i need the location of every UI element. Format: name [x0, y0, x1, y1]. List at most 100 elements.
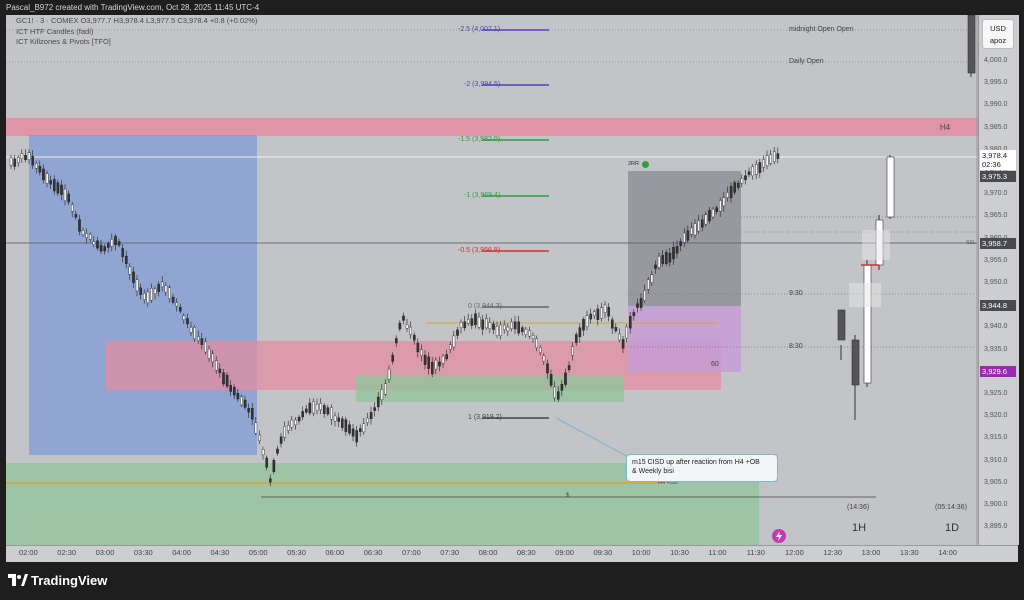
candle-body	[661, 255, 664, 264]
candle-body	[643, 290, 646, 301]
candle-body	[474, 313, 477, 326]
candle-body	[168, 287, 171, 299]
timeframe-1d-label[interactable]: 1D	[945, 522, 960, 534]
time-tick: 06:00	[325, 548, 345, 557]
candle-body	[128, 266, 132, 275]
candle-body	[319, 403, 323, 410]
candle-body	[189, 327, 193, 333]
timeframe-1h-label[interactable]: 1H	[852, 522, 867, 534]
candle-body	[96, 240, 99, 249]
time-tick: 03:30	[133, 548, 153, 557]
chart-area[interactable]: GC1! · 3 · COMEX O3,977.7 H3,978.4 L3,97…	[6, 15, 978, 545]
time-tick: 02:30	[57, 548, 77, 557]
candle-body	[575, 334, 578, 344]
indicator-legend-1[interactable]: ICT HTF Candles (fadi)	[16, 27, 94, 36]
fib-label-1: 1 (3,919.2)	[468, 414, 502, 421]
candle-body	[294, 419, 297, 426]
candle-body	[359, 428, 362, 432]
candle-body	[135, 279, 139, 292]
annotation-callout[interactable]: m15 CISD up after reaction from H4 +OB &…	[626, 454, 778, 482]
htf-candle-body	[967, 15, 976, 74]
annotation-line-1: m15 CISD up after reaction from H4 +OB	[632, 459, 760, 466]
candle-body	[70, 204, 74, 212]
price-axis[interactable]	[978, 15, 1019, 545]
time-tick: 05:30	[287, 548, 306, 557]
time-tick: 11:00	[708, 548, 727, 557]
candle-body	[153, 288, 157, 294]
htf-candles	[837, 15, 976, 420]
candle-body	[269, 478, 272, 483]
time-tick: 13:30	[899, 548, 919, 557]
candle-body	[49, 180, 52, 185]
price-tick: 3,940.0	[984, 323, 1008, 331]
tradingview-brand[interactable]: TradingView	[31, 573, 108, 588]
candle-body	[452, 335, 456, 348]
candle-body	[27, 152, 31, 160]
chart-canvas[interactable]	[6, 15, 978, 545]
candle-body	[150, 288, 153, 301]
candle-body	[560, 384, 564, 391]
rr-label: 2RR	[628, 161, 640, 167]
candle-body	[751, 166, 754, 177]
candle-body	[747, 171, 751, 175]
candle-body	[175, 302, 179, 307]
candle-body	[459, 322, 463, 328]
candle-body	[222, 372, 225, 385]
indicator-legend-2[interactable]: ICT Killzones & Pivots [TFO]	[16, 37, 111, 46]
candle-body	[549, 374, 553, 386]
candle-body	[657, 256, 661, 268]
dollar-label: $	[566, 493, 570, 499]
candle-body	[668, 252, 672, 263]
candle-body	[744, 175, 747, 181]
price-tick: 4,000.0	[984, 57, 1008, 64]
candle-body	[193, 327, 197, 340]
candle-body	[726, 192, 729, 198]
time-axis[interactable]	[6, 545, 1018, 563]
candle-body	[92, 241, 96, 245]
candle-body	[596, 308, 600, 320]
currency-button[interactable]: USD apoz	[982, 19, 1014, 49]
candle-body	[204, 341, 207, 353]
candle-body	[420, 349, 423, 356]
candle-body	[715, 207, 718, 212]
candle-body	[114, 235, 117, 246]
candle-body	[636, 303, 639, 308]
candle-body	[639, 298, 643, 308]
candle-body	[110, 239, 114, 247]
htf-candle-body	[851, 339, 860, 386]
candlestick-series	[9, 147, 780, 487]
candle-body	[701, 219, 704, 228]
time-tick: 14:00	[938, 548, 957, 557]
candle-body	[650, 274, 654, 283]
price-tick: 3,910.0	[984, 456, 1008, 464]
price-badge-3975: 3,975.3	[980, 171, 1016, 182]
candle-body	[733, 182, 736, 193]
candle-body	[13, 158, 16, 167]
candle-body	[121, 248, 124, 257]
price-tick: 3,920.0	[984, 412, 1008, 420]
htf-candle-body	[886, 156, 895, 218]
candle-body	[323, 405, 326, 414]
htf-candle-body	[863, 264, 872, 384]
candle-body	[567, 365, 571, 370]
candle-body	[157, 283, 161, 292]
candle-body	[621, 339, 625, 349]
candle-body	[773, 151, 776, 162]
symbol-legend[interactable]: GC1! · 3 · COMEX O3,977.7 H3,978.4 L3,97…	[16, 16, 258, 25]
candle-body	[344, 419, 348, 432]
candle-body	[416, 342, 420, 353]
fib-label-m1: -1 (3,969.4)	[464, 192, 501, 199]
candle-body	[103, 246, 106, 252]
candle-body	[312, 401, 315, 414]
candle-body	[463, 321, 467, 329]
candle-body	[654, 264, 657, 269]
candle-body	[402, 315, 405, 321]
candle-body	[593, 311, 596, 316]
eight-thirty-label: 8:30	[789, 343, 803, 350]
candle-body	[182, 315, 186, 321]
time-tick: 04:30	[210, 548, 230, 557]
candle-body	[214, 360, 218, 371]
candle-body	[611, 319, 614, 329]
lightning-icon[interactable]	[772, 529, 786, 543]
price-tick: 3,895.0	[984, 523, 1008, 531]
